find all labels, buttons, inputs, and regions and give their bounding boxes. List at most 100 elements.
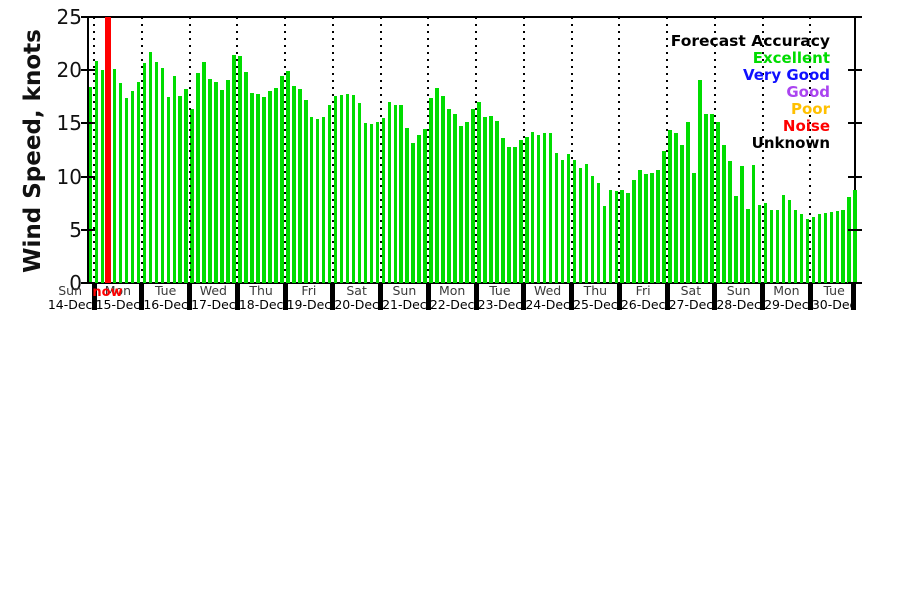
day-boundary-tick [616,284,622,310]
wind-bar [244,72,248,283]
day-label-date: 26-Dec [620,296,666,312]
y-tick-label: 15 [56,111,82,136]
day-boundary-tick [187,284,192,310]
legend-entry: Unknown [751,134,830,152]
day-gridline [713,17,716,283]
plot-area [88,17,858,283]
day-label: Tue 23-Dec [476,283,524,311]
y-tick-label: 5 [69,217,82,242]
wind-bar [262,97,266,283]
day-gridline [284,17,286,283]
legend-entry: Very Good [742,66,830,84]
wind-bar [524,137,529,283]
wind-bar [357,103,362,283]
day-gridline [570,17,573,283]
day-gridline [140,17,143,283]
wind-bar [250,93,254,283]
day-label-date: 16-Dec [143,296,188,312]
wind-bar [315,119,320,283]
day-label-weekday: Sun [58,283,83,298]
wind-bar [429,98,433,283]
day-label-date: 24-Dec [525,296,570,312]
day-label: Sat 27-Dec [667,284,715,311]
wind-bar [572,160,577,283]
y-tickmark-right [848,16,862,18]
day-label: Fri 19-Dec [285,283,333,311]
wind-bar [136,82,141,283]
y-tick-label: 25 [56,5,82,29]
wind-bar [297,89,302,283]
day-boundary-tick [234,284,240,310]
wind-bar [495,121,499,283]
day-label: Wed 24-Dec [524,283,572,312]
wind-bar [710,114,714,283]
wind-bar [345,94,350,283]
day-label-weekday: Wed [533,283,562,298]
y-tickmark-right [848,122,862,125]
day-gridline [93,17,95,283]
wind-bar [94,61,99,283]
day-boundary-tick [850,284,856,310]
wind-bar [781,195,786,283]
wind-bar [411,143,416,283]
y-tickmark-left [81,228,95,231]
day-label-date: 25-Dec [573,296,618,312]
day-label: Sun 28-Dec [715,283,763,311]
day-boundary-tick [664,284,670,310]
day-label-weekday: Tue [489,283,511,298]
wind-bar [184,89,189,283]
legend-entries: Excellent Very Good Good Poor Noise Unknown [671,50,830,152]
wind-bar [763,203,768,283]
day-label-weekday: Fri [301,283,317,298]
wind-bar [668,130,672,283]
legend-title: Forecast Accuracy [670,32,830,50]
y-tickmark-left [81,175,95,178]
wind-bar [160,68,165,283]
day-label: Mon 15-Dec [94,284,142,311]
wind-bar [459,126,463,283]
day-label-date: 18-Dec [238,296,284,312]
day-label-date: 21-Dec [382,296,427,312]
day-label-date: 29-Dec [764,296,809,312]
day-gridline [427,17,430,283]
day-label: Sat 20-Dec [333,284,381,311]
wind-bar [303,100,308,283]
wind-bar [829,212,834,283]
day-label-weekday: Sun [726,283,751,298]
wind-bar [805,219,810,283]
wind-bar [823,213,828,283]
wind-bar [793,210,798,283]
wind-bar [268,91,272,283]
wind-bar [656,170,660,283]
wind-bar [507,147,511,283]
wind-bar [387,102,392,283]
wind-bar [632,180,637,283]
day-label: Fri 26-Dec [619,283,667,312]
wind-bar [841,210,846,283]
wind-bar [214,82,218,283]
day-boundary-tick [521,284,527,310]
day-gridline [809,17,812,283]
wind-bar [745,209,750,283]
wind-bar [274,88,278,283]
day-gridline [618,17,621,283]
y-tick-label: 0 [69,271,82,295]
wind-bar [453,114,457,283]
y-tickmark-right [848,175,862,178]
day-label-weekday: Fri [635,283,651,298]
wind-bar [542,133,547,283]
wind-bar [769,210,774,283]
y-tickmark-left [81,122,95,125]
wind-bar [644,174,648,283]
day-gridline [236,17,239,283]
day-label-weekday: Wed [199,283,227,298]
wind-bar [465,122,469,283]
wind-bar [100,70,105,283]
wind-bar [291,86,296,283]
day-gridline [188,17,191,283]
legend: Forecast Accuracy Excellent Very Good Good… [671,33,830,152]
wind-bar [477,102,481,283]
wind-bar [590,176,595,283]
wind-bar [578,168,583,283]
day-label: Wed 17-Dec [189,283,237,311]
